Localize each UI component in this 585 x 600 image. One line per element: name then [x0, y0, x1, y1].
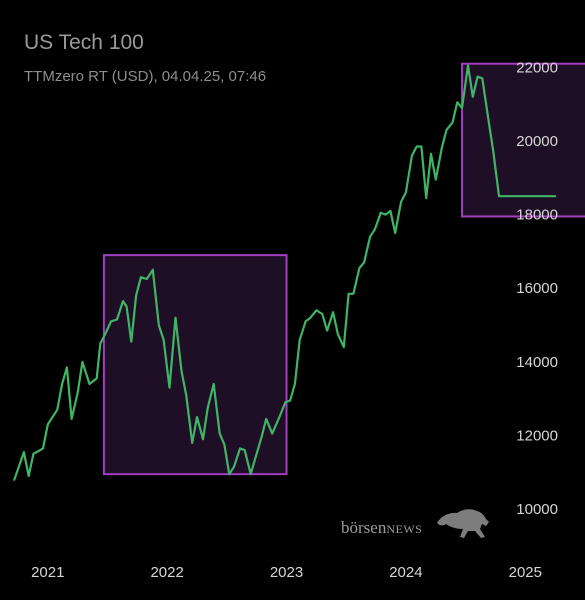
series-line-1: [13, 64, 557, 481]
watermark-logo: börsenNEWS: [341, 509, 489, 538]
chart-subtitle: TTMzero RT (USD), 04.04.25, 07:46: [24, 68, 266, 85]
series-lines: [13, 64, 557, 481]
x-axis: 2021 2022 2023 2024 2025: [31, 564, 542, 581]
x-tick-label: 2025: [509, 564, 542, 581]
y-axis: 10000 12000 14000 16000 18000 20000 22000: [516, 59, 558, 518]
y-tick-label: 12000: [516, 427, 558, 444]
x-tick-label: 2021: [31, 564, 64, 581]
x-tick-label: 2023: [270, 564, 303, 581]
y-tick-label: 20000: [516, 133, 558, 150]
y-tick-label: 16000: [516, 280, 558, 297]
x-tick-label: 2022: [150, 564, 183, 581]
y-tick-label: 14000: [516, 354, 558, 371]
highlight-boxes: [102, 62, 585, 476]
chart-title: US Tech 100: [24, 31, 144, 54]
watermark-text: börsenNEWS: [341, 518, 422, 537]
bull-icon: [437, 509, 489, 538]
y-tick-label: 10000: [516, 501, 558, 518]
x-tick-label: 2024: [389, 564, 422, 581]
highlight-box-1: [102, 254, 288, 476]
y-tick-label: 22000: [516, 59, 558, 76]
y-tick-label: 18000: [516, 207, 558, 224]
highlight-box-2: [461, 62, 585, 218]
